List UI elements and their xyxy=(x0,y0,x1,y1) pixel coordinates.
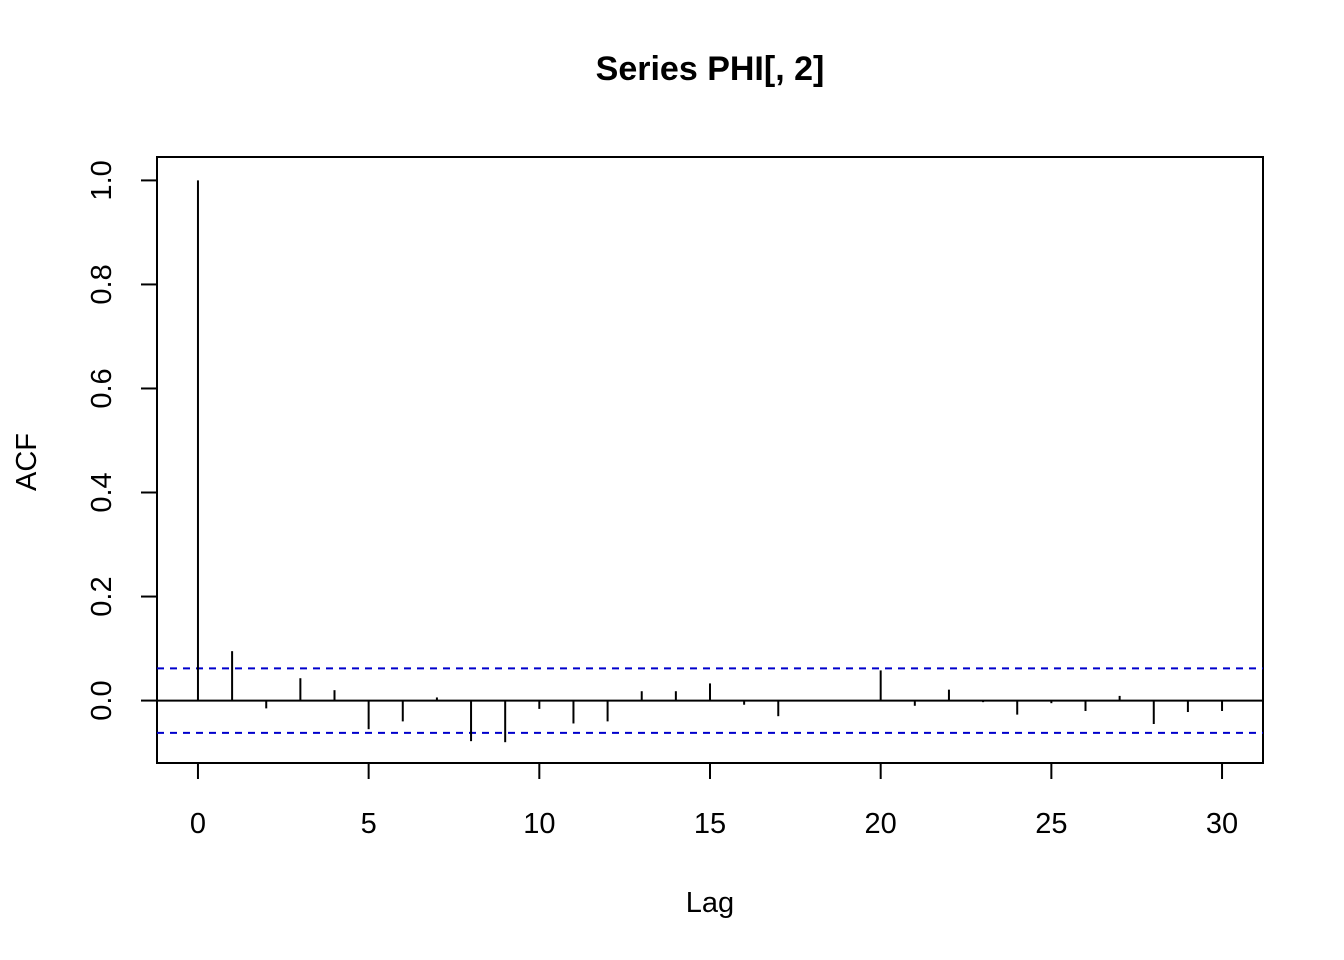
x-tick-label: 15 xyxy=(694,808,726,840)
x-tick-label: 10 xyxy=(523,808,555,840)
y-axis: 0.0 0.2 0.4 0.6 0.8 1.0 xyxy=(86,160,158,721)
acf-spikes xyxy=(196,180,1224,743)
confidence-bands xyxy=(157,667,1263,734)
x-tick-label: 25 xyxy=(1035,808,1067,840)
x-tick-label: 0 xyxy=(190,808,206,840)
chart-title: Series PHI[, 2] xyxy=(596,50,825,88)
x-tick-label: 20 xyxy=(865,808,897,840)
y-tick-label: 1.0 xyxy=(86,160,118,200)
y-axis-label: ACF xyxy=(11,433,43,491)
x-tick-label: 5 xyxy=(361,808,377,840)
x-tick-label: 30 xyxy=(1206,808,1238,840)
y-tick-label: 0.4 xyxy=(86,472,118,512)
y-tick-label: 0.6 xyxy=(86,368,118,408)
y-tick-label: 0.0 xyxy=(86,680,118,720)
plot-frame xyxy=(156,156,1264,764)
y-tick-label: 0.8 xyxy=(86,264,118,304)
x-axis: 0 5 10 15 20 25 30 xyxy=(190,762,1238,840)
y-tick-label: 0.2 xyxy=(86,576,118,616)
x-axis-label: Lag xyxy=(686,887,734,919)
